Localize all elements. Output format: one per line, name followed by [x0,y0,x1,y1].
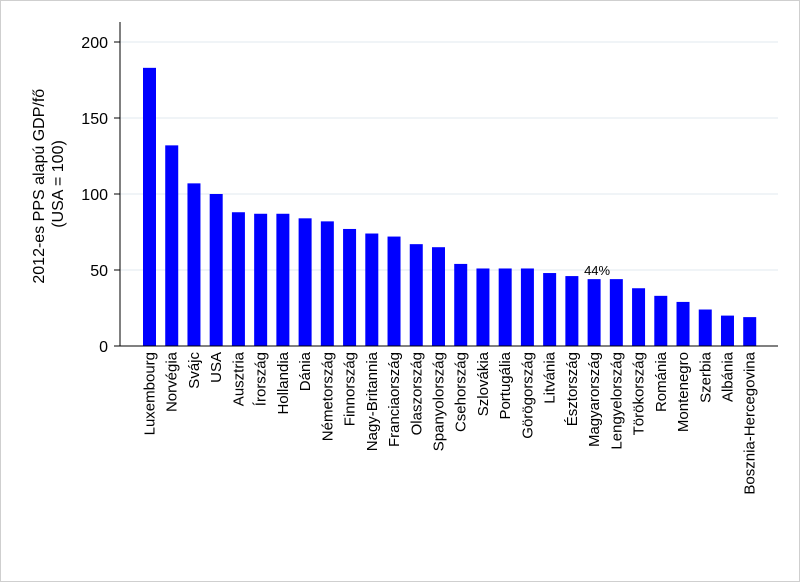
bar [143,67,156,346]
bar [165,145,179,346]
x-tick-label: Luxembourg [142,352,159,435]
x-tick-label: Csehország [453,352,470,432]
x-tick-label: Szerbia [697,351,714,403]
bar [320,221,334,346]
bar [409,244,423,346]
x-tick-label: Litvánia [542,351,559,403]
x-tick-labels: Luxembourg Norvégia Svájc USA Ausztria Írorsz… [142,351,759,494]
x-tick-label: Ausztria [230,351,247,406]
bar [698,309,712,346]
x-tick-label: Törökország [631,352,648,435]
y-ticks: 0 50 100 150 200 [81,35,120,356]
bar [632,288,646,346]
bar [387,236,401,346]
x-tick-label: Spanyolország [430,352,447,451]
x-tick-label: Montenegro [675,352,692,432]
bar [676,301,690,346]
x-tick-label: Albánia [719,351,736,402]
bar [476,268,490,346]
bar-annotation: 44% [584,263,610,278]
y-axis-label-line-1: 2012-es PPS alapú GDP/fő [31,89,48,284]
x-tick-label: Bosznia-Hercegovina [742,351,759,494]
x-tick-label: Hollandia [275,351,292,414]
y-tick-label: 100 [81,187,108,204]
bar [431,247,445,346]
y-axis-label: 2012-es PPS alapú GDP/fő (USA = 100) [31,84,67,283]
bar [720,315,734,346]
bar [209,194,223,346]
bars [143,67,757,346]
bar [565,276,579,346]
bar [498,268,512,346]
bar [654,295,668,346]
bar [298,218,312,346]
y-tick-label: 50 [90,263,108,280]
x-tick-label: Magyarország [586,352,603,447]
x-tick-label: USA [208,352,225,383]
x-tick-label: Nagy-Britannia [364,351,381,451]
x-tick-label: Görögország [519,352,536,439]
y-tick-label: 0 [99,339,108,356]
bar [365,233,379,346]
x-tick-label: Svájc [186,352,203,389]
bar [343,228,357,346]
x-tick-label: Olaszország [408,352,425,435]
bar [276,213,290,346]
bar [187,183,201,346]
bar [587,279,601,346]
x-tick-label: Írország [253,352,270,406]
x-tick-label: Lengyelország [608,352,625,450]
y-tick-label: 150 [81,111,108,128]
bar [609,279,623,346]
x-tick-label: Franciaország [386,352,403,447]
y-axis-label-line-2: (USA = 100) [50,140,67,228]
x-tick-label: Dánia [297,351,314,391]
bar [454,263,468,346]
gridlines [120,41,778,271]
x-tick-label: Szlovákia [475,351,492,416]
x-tick-label: Finnország [342,352,359,426]
bar [520,268,534,346]
bar [543,273,557,346]
x-tick-label: Németország [319,352,336,441]
bar [254,213,268,346]
axes [119,22,778,347]
x-tick-label: Portugália [497,351,514,419]
x-tick-label: Észtország [564,352,581,426]
bar [743,317,757,346]
bar [231,212,245,346]
x-tick-label: Románia [653,351,670,412]
y-tick-label: 200 [81,35,108,52]
x-tick-label: Norvégia [164,351,181,412]
